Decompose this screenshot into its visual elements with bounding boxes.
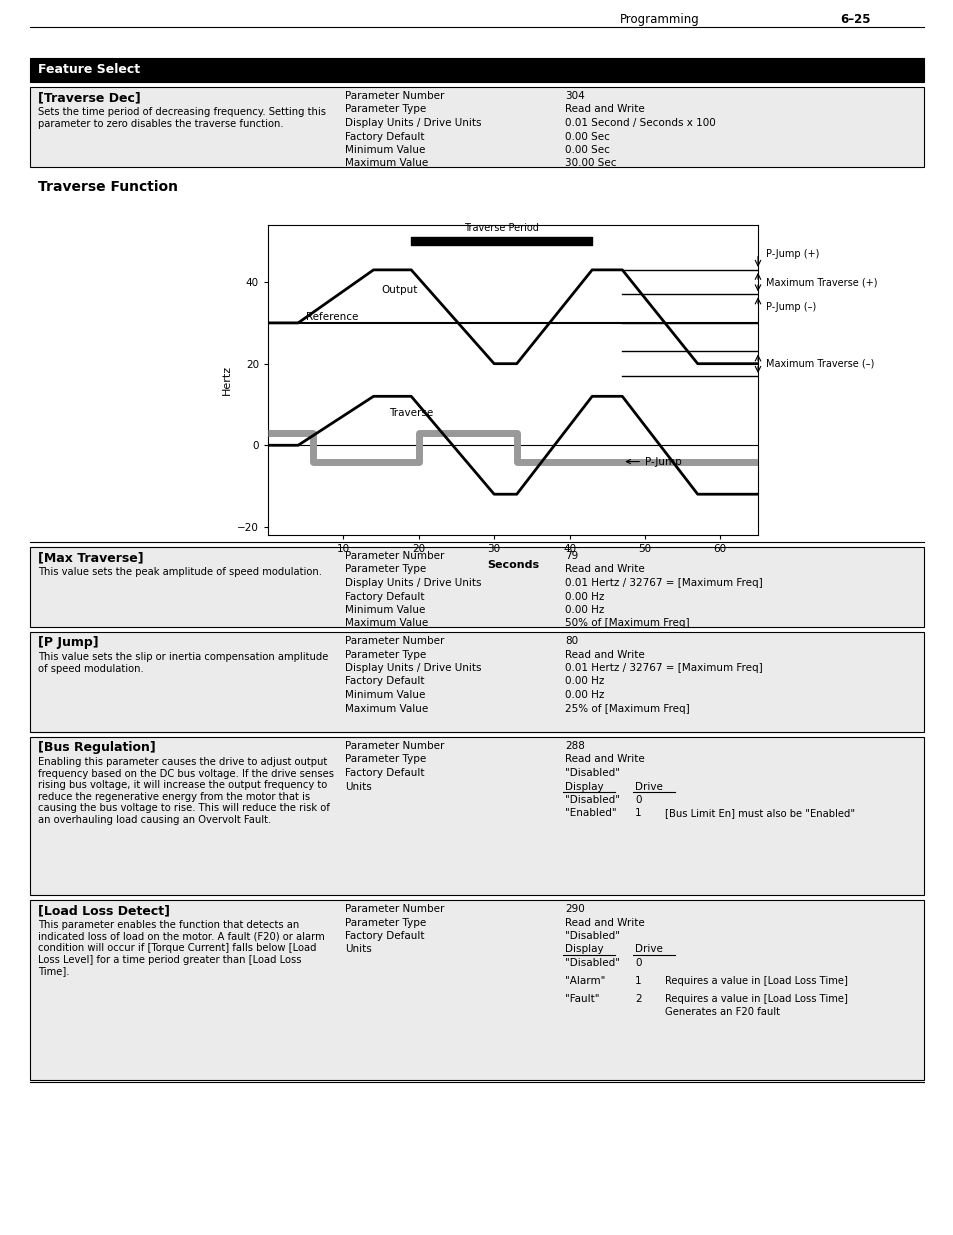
Text: Units: Units [345, 945, 372, 955]
Y-axis label: Hertz: Hertz [221, 364, 232, 395]
Text: Maximum Value: Maximum Value [345, 158, 428, 168]
Text: 50% of [Maximum Freq]: 50% of [Maximum Freq] [564, 619, 689, 629]
Text: Drive: Drive [635, 945, 662, 955]
Text: [Bus Limit En] must also be "Enabled": [Bus Limit En] must also be "Enabled" [664, 809, 854, 819]
Text: 80: 80 [564, 636, 578, 646]
Text: Read and Write: Read and Write [564, 755, 644, 764]
Text: "Disabled": "Disabled" [564, 768, 619, 778]
Text: Read and Write: Read and Write [564, 650, 644, 659]
Text: P-Jump (–): P-Jump (–) [764, 301, 815, 311]
Text: Traverse Period: Traverse Period [464, 224, 538, 233]
Bar [30, 737, 923, 895]
Text: This value sets the slip or inertia compensation amplitude
of speed modulation.: This value sets the slip or inertia comp… [38, 652, 328, 673]
Text: Maximum Traverse (–): Maximum Traverse (–) [764, 358, 873, 369]
Text: Parameter Number: Parameter Number [345, 551, 444, 561]
Text: 290: 290 [564, 904, 584, 914]
Text: Requires a value in [Load Loss Time]: Requires a value in [Load Loss Time] [664, 976, 847, 986]
Text: Read and Write: Read and Write [564, 918, 644, 927]
Text: This value sets the peak amplitude of speed modulation.: This value sets the peak amplitude of sp… [38, 567, 322, 577]
Text: Requires a value in [Load Loss Time]: Requires a value in [Load Loss Time] [664, 994, 847, 1004]
Text: 0.00 Hz: 0.00 Hz [564, 690, 604, 700]
Text: Generates an F20 fault: Generates an F20 fault [664, 1007, 780, 1016]
Text: "Enabled": "Enabled" [564, 809, 616, 819]
Text: Enabling this parameter causes the drive to adjust output
frequency based on the: Enabling this parameter causes the drive… [38, 757, 334, 825]
Text: P-Jump (+): P-Jump (+) [764, 248, 818, 258]
Text: Display: Display [564, 782, 603, 792]
Text: [Bus Regulation]: [Bus Regulation] [38, 741, 155, 755]
X-axis label: Seconds: Seconds [486, 559, 538, 569]
Text: 0.00 Sec: 0.00 Sec [564, 131, 609, 142]
Bar [30, 86, 923, 167]
Text: 304: 304 [564, 91, 584, 101]
Text: Reference: Reference [305, 311, 357, 322]
Bar [30, 547, 923, 627]
Text: Factory Default: Factory Default [345, 131, 424, 142]
Text: Feature Select: Feature Select [38, 63, 140, 77]
Text: Parameter Number: Parameter Number [345, 636, 444, 646]
Text: Parameter Type: Parameter Type [345, 105, 426, 115]
Text: 0.00 Hz: 0.00 Hz [564, 605, 604, 615]
Text: Display Units / Drive Units: Display Units / Drive Units [345, 119, 481, 128]
Bar [30, 632, 923, 732]
Text: Factory Default: Factory Default [345, 931, 424, 941]
Text: 0.01 Second / Seconds x 100: 0.01 Second / Seconds x 100 [564, 119, 715, 128]
Text: Minimum Value: Minimum Value [345, 690, 425, 700]
Text: 0.01 Hertz / 32767 = [Maximum Freq]: 0.01 Hertz / 32767 = [Maximum Freq] [564, 578, 762, 588]
Bar [30, 58, 923, 82]
Text: Display Units / Drive Units: Display Units / Drive Units [345, 578, 481, 588]
Text: 6–25: 6–25 [840, 14, 869, 26]
Text: 0: 0 [635, 795, 640, 805]
Text: 79: 79 [564, 551, 578, 561]
Text: This parameter enables the function that detects an
indicated loss of load on th: This parameter enables the function that… [38, 920, 324, 977]
Text: Minimum Value: Minimum Value [345, 144, 425, 156]
Text: 30.00 Sec: 30.00 Sec [564, 158, 616, 168]
Text: Drive: Drive [635, 782, 662, 792]
Text: P-Jump: P-Jump [626, 457, 681, 467]
Text: Display Units / Drive Units: Display Units / Drive Units [345, 663, 481, 673]
Text: [Traverse Dec]: [Traverse Dec] [38, 91, 141, 104]
Text: Maximum Traverse (+): Maximum Traverse (+) [764, 277, 876, 287]
Text: [Load Loss Detect]: [Load Loss Detect] [38, 904, 170, 918]
Text: 0.00 Hz: 0.00 Hz [564, 592, 604, 601]
Text: "Disabled": "Disabled" [564, 958, 619, 968]
Text: 1: 1 [635, 809, 641, 819]
Text: "Disabled": "Disabled" [564, 795, 619, 805]
Text: Sets the time period of decreasing frequency. Setting this
parameter to zero dis: Sets the time period of decreasing frequ… [38, 107, 326, 128]
Text: Traverse Function: Traverse Function [38, 180, 178, 194]
Text: "Fault": "Fault" [564, 994, 598, 1004]
Text: Parameter Number: Parameter Number [345, 91, 444, 101]
Text: Parameter Type: Parameter Type [345, 564, 426, 574]
Text: [P Jump]: [P Jump] [38, 636, 98, 650]
Text: 0.00 Hz: 0.00 Hz [564, 677, 604, 687]
Text: Parameter Number: Parameter Number [345, 741, 444, 751]
Text: Factory Default: Factory Default [345, 677, 424, 687]
Text: "Alarm": "Alarm" [564, 976, 605, 986]
Text: Maximum Value: Maximum Value [345, 619, 428, 629]
Text: Maximum Value: Maximum Value [345, 704, 428, 714]
Text: 0.01 Hertz / 32767 = [Maximum Freq]: 0.01 Hertz / 32767 = [Maximum Freq] [564, 663, 762, 673]
Text: Units: Units [345, 782, 372, 792]
Text: 0: 0 [635, 958, 640, 968]
Text: Traverse: Traverse [388, 408, 433, 417]
Bar [30, 900, 923, 1079]
Text: Parameter Type: Parameter Type [345, 650, 426, 659]
Text: 0.00 Sec: 0.00 Sec [564, 144, 609, 156]
Text: Parameter Type: Parameter Type [345, 755, 426, 764]
Text: Read and Write: Read and Write [564, 105, 644, 115]
Text: Factory Default: Factory Default [345, 768, 424, 778]
Text: Read and Write: Read and Write [564, 564, 644, 574]
Text: Programming: Programming [619, 14, 699, 26]
Text: 25% of [Maximum Freq]: 25% of [Maximum Freq] [564, 704, 689, 714]
Text: Output: Output [380, 285, 417, 295]
Text: Parameter Number: Parameter Number [345, 904, 444, 914]
Text: 2: 2 [635, 994, 641, 1004]
Text: Display: Display [564, 945, 603, 955]
Text: "Disabled": "Disabled" [564, 931, 619, 941]
Text: 288: 288 [564, 741, 584, 751]
Text: Factory Default: Factory Default [345, 592, 424, 601]
Text: Parameter Type: Parameter Type [345, 918, 426, 927]
Text: Minimum Value: Minimum Value [345, 605, 425, 615]
Text: [Max Traverse]: [Max Traverse] [38, 551, 144, 564]
Text: 1: 1 [635, 976, 641, 986]
